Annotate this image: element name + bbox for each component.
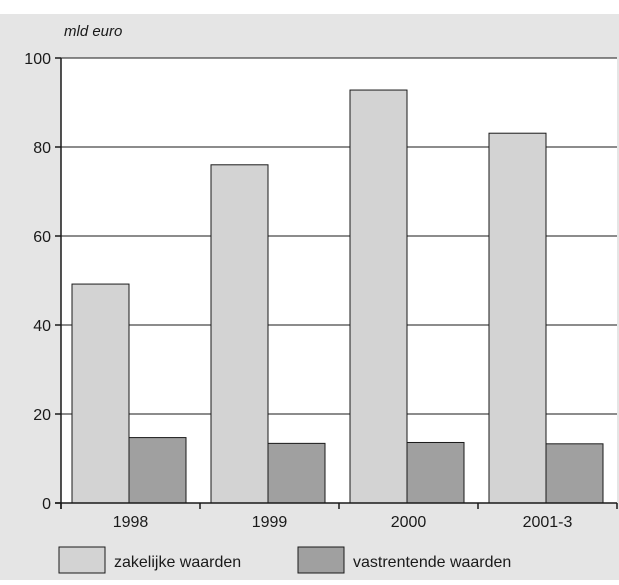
y-tick-label-40: 40 <box>33 318 51 335</box>
bar-zakelijke-1999 <box>210 164 269 504</box>
axes <box>55 57 618 509</box>
x-tick-label-2000: 2000 <box>391 514 427 531</box>
legend-swatch-vastrentende <box>297 546 345 574</box>
legend-swatch-zakelijke <box>58 546 106 574</box>
bar-zakelijke-2001-3 <box>488 132 547 504</box>
legend-label-zakelijke: zakelijke waarden <box>114 554 241 571</box>
y-tick-label-0: 0 <box>42 496 51 513</box>
y-tick-label-60: 60 <box>33 229 51 246</box>
y-tick-labels: 0 20 40 60 80 100 <box>24 51 51 513</box>
x-tick-labels: 1998 1999 2000 2001-3 <box>113 514 573 531</box>
y-tick-label-20: 20 <box>33 407 51 424</box>
x-tick-label-1998: 1998 <box>113 514 149 531</box>
bar-zakelijke-2000 <box>349 89 408 504</box>
y-tick-label-100: 100 <box>24 51 51 68</box>
bar-vastrentende-1999 <box>267 442 326 504</box>
legend-label-vastrentende: vastrentende waarden <box>353 554 511 571</box>
bars <box>71 89 604 504</box>
bar-vastrentende-1998 <box>128 437 187 504</box>
bar-vastrentende-2000 <box>406 441 465 504</box>
bar-zakelijke-1998 <box>71 283 130 504</box>
y-axis-unit-label: mld euro <box>64 23 122 40</box>
legend: zakelijke waarden vastrentende waarden <box>58 546 511 574</box>
y-tick-label-80: 80 <box>33 140 51 157</box>
x-tick-label-1999: 1999 <box>252 514 288 531</box>
x-tick-label-2001-3: 2001-3 <box>523 514 573 531</box>
bar-vastrentende-2001-3 <box>545 443 604 504</box>
